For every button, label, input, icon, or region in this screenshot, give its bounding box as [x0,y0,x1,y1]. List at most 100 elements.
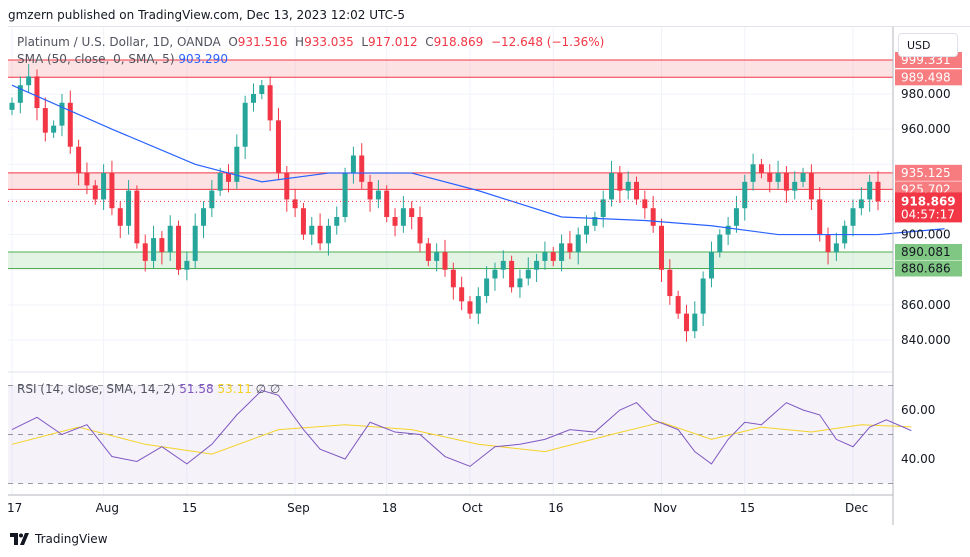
rsi-extra: ∅ ∅ [255,382,281,396]
candle-up [592,216,598,226]
candle-down [675,296,681,314]
price-tick: 900.000 [901,228,951,242]
candle-up [584,225,590,235]
candle-down [642,199,648,209]
price-tick: 840.000 [901,333,951,347]
candle-down [367,181,373,200]
candle-up [434,252,440,261]
candle-up [375,190,381,200]
tradingview-logo[interactable]: TradingView [10,532,108,546]
price-tick: 960.000 [901,122,951,136]
rsi-tick: 40.00 [901,452,935,466]
candle-up [867,181,873,200]
candle-up [217,173,223,191]
time-tick: 18 [382,501,397,515]
zone-price-label: 880.686 [901,261,951,275]
rsi-line [11,389,912,467]
candle-up [26,76,32,86]
candle-down [142,243,148,261]
zone-price-label: 890.081 [901,245,951,259]
candle-down [359,155,365,182]
candle-down [226,173,231,182]
change-value: −12.648 (−1.36%) [490,35,605,49]
time-tick: 15 [182,501,197,515]
candle-up [500,260,506,270]
price-label-bg [895,260,962,277]
candle-up [858,199,864,209]
candle-up [259,85,265,94]
time-tick: Oct [462,501,483,515]
candle-up [51,125,57,133]
time-tick: 17 [7,501,22,515]
candle-down [659,225,664,270]
price-tick: 980.000 [901,87,951,101]
currency-button[interactable]: USD [898,33,958,57]
sma-value: 903.290 [178,52,228,66]
candle-up [742,181,748,209]
candle-down [159,238,165,253]
rsi-sma-line [11,421,912,455]
candle-up [342,173,348,217]
candle-up [325,225,331,244]
candle-down [667,269,673,297]
zone-price-label: 989.498 [901,70,951,84]
candle-down [467,301,473,314]
candle-up [534,260,540,270]
candle-up [717,234,723,253]
candle-up [334,216,340,226]
candle-up [542,252,548,261]
candle-up [350,155,356,174]
candle-down [109,173,115,209]
candle-down [84,173,90,186]
rsi-sma-value: 53.11 [217,382,252,396]
candle-up [400,208,406,226]
last-price-badge [895,192,962,223]
sma-legend[interactable]: SMA (50, close, 0, SMA, 5) 903.290 [17,52,228,66]
price-chart[interactable]: 999.331989.498935.125925.702890.081880.6… [0,0,970,530]
open-value: 931.516 [237,35,288,49]
candle-down [567,243,573,253]
candle-up [517,278,523,288]
price-label-bg [895,164,962,181]
candle-down [450,269,456,288]
candle-up [692,313,698,332]
candle-up [101,173,107,200]
candle-up [201,208,207,226]
publish-info: gmzern published on TradingView.com, Dec… [8,8,405,22]
time-tick: 16 [548,501,563,515]
high-value: 933.035 [304,35,354,49]
candle-up [775,173,781,182]
candle-down [442,252,448,270]
candle-down [650,208,656,226]
candle-down [758,164,764,174]
candle-up [126,190,132,226]
candle-down [409,208,415,217]
candle-down [384,190,390,217]
candle-down [117,208,123,226]
candle-up [792,181,798,191]
candle-up [9,102,15,110]
candle-up [184,260,190,270]
candle-up [575,234,581,253]
zone-price-label: 935.125 [901,166,951,180]
rsi-label: RSI (14, close, SMA, 14, 2) [17,382,176,396]
price-label-bg [895,69,962,86]
time-tick: Nov [654,501,677,515]
rsi-legend[interactable]: RSI (14, close, SMA, 14, 2) 51.58 53.11 … [17,382,280,396]
candle-down [76,146,82,174]
candle-down [425,243,431,261]
candle-up [708,252,714,279]
candle-down [300,208,306,235]
candle-down [34,76,40,109]
candle-up [600,199,606,217]
candle-up [59,102,65,126]
last-price-label: 918.869 [901,194,956,208]
candle-up [151,238,157,261]
rsi-value: 51.58 [179,382,214,396]
candle-up [559,243,565,261]
candle-down [292,199,298,209]
candle-up [17,85,23,103]
candle-up [525,269,531,279]
chart-frame[interactable] [8,26,970,523]
candle-up [850,208,856,226]
